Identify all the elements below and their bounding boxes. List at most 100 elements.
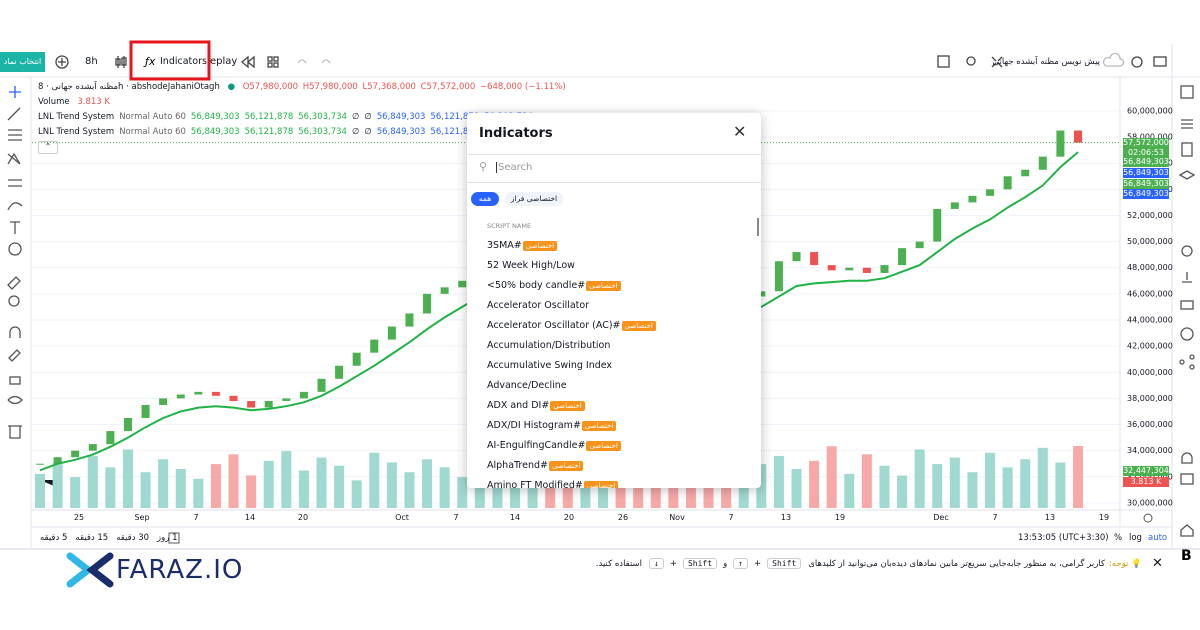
- key: Shift: [767, 558, 802, 569]
- column-header: SCRIPT NAME: [487, 222, 532, 230]
- indicator-item[interactable]: Advance/Decline: [487, 380, 567, 391]
- y-tick-label: 32,000,000: [1127, 472, 1173, 481]
- indicator-item[interactable]: AlphaTrend# اختصاصی: [487, 460, 584, 471]
- interval[interactable]: 8h: [85, 56, 98, 67]
- ohlc: L57,368,000: [362, 82, 416, 92]
- volume-bar: [316, 457, 327, 508]
- timeframe[interactable]: 30 دقیقه: [116, 533, 150, 543]
- volume-bar: [351, 480, 362, 508]
- indicator-name: ADX and DI#: [487, 400, 550, 411]
- price-label: 56,849,303: [1123, 189, 1169, 199]
- study-settings: Normal Auto 60: [119, 127, 186, 137]
- candle: [774, 261, 783, 292]
- indicators-button[interactable]: Indicators: [160, 56, 207, 67]
- auto-toggle[interactable]: auto: [1148, 533, 1168, 543]
- timeframe[interactable]: 15 دقیقه: [75, 533, 109, 543]
- legend-row: مظنه آبشده جهانی · 8h · abshodeJahaniOta…: [38, 81, 571, 93]
- study-value: 56,849,303: [376, 127, 426, 137]
- y-tick-label: 30,000,000: [1127, 498, 1173, 507]
- indicator-item[interactable]: <50% body candle# اختصاصی: [487, 280, 621, 291]
- volume-bar: [386, 462, 397, 508]
- candle: [106, 431, 115, 445]
- candle: [1003, 176, 1012, 190]
- y-tick-label: 52,000,000: [1127, 211, 1173, 220]
- logo-text: FARAZ.IO: [116, 555, 244, 585]
- x-tick-label: 19: [1098, 513, 1110, 522]
- candle: [1038, 156, 1047, 170]
- key: Shift: [682, 558, 718, 569]
- search-icon: ⚲: [479, 160, 488, 173]
- collapse-button[interactable]: ⌃: [38, 141, 58, 154]
- y-tick-label: 38,000,000: [1127, 394, 1173, 403]
- badge: اختصاصی: [581, 421, 617, 431]
- x-tick-label: 7: [992, 513, 998, 522]
- volume-bar: [1002, 467, 1013, 508]
- left-tools[interactable]: [7, 86, 23, 439]
- dot: ●: [227, 82, 235, 92]
- indicator-name: AlphaTrend#: [487, 460, 548, 471]
- study-value: 56,303,734: [298, 127, 347, 137]
- volume-bar: [967, 472, 978, 508]
- volume-bar: [756, 464, 767, 508]
- study-value: ∅: [351, 127, 360, 137]
- tab[interactable]: همه: [471, 192, 499, 206]
- search-box[interactable]: ⚲ Search: [467, 154, 761, 183]
- timeframe[interactable]: 1 روز: [157, 533, 178, 543]
- replay-button[interactable]: eplay: [210, 56, 238, 67]
- volume-bar: [175, 468, 186, 508]
- candle: [986, 189, 995, 196]
- x-tick-label: Nov: [669, 513, 685, 522]
- badge: اختصاصی: [586, 441, 621, 451]
- candle: [862, 267, 871, 273]
- indicator-item[interactable]: Accumulative Swing Index: [487, 360, 612, 371]
- x-tick-label: 13: [780, 513, 792, 522]
- settings-icon[interactable]: [1143, 513, 1153, 523]
- indicator-item[interactable]: 3SMA# اختصاصی: [487, 240, 558, 251]
- close-button[interactable]: ✕: [733, 122, 747, 141]
- price-label: 56,849,303: [1123, 179, 1169, 189]
- candle: [159, 398, 168, 405]
- study-name: LNL Trend System: [38, 127, 115, 137]
- indicator-name: Accumulative Swing Index: [487, 360, 613, 371]
- volume-bar: [985, 452, 996, 508]
- key: ↓: [649, 558, 664, 569]
- indicator-item[interactable]: ADX and DI# اختصاصی: [487, 400, 585, 411]
- toolbar-icons[interactable]: [55, 52, 1167, 69]
- indicator-item[interactable]: AI-EngulfingCandle# اختصاصی: [487, 440, 621, 451]
- indicator-item[interactable]: Accelerator Oscillator: [487, 300, 589, 311]
- indicator-item[interactable]: Accelerator Oscillator (AC)# اختصاصی: [487, 320, 656, 331]
- volume-bar: [334, 465, 345, 508]
- y-tick-label: 50,000,000: [1127, 237, 1173, 246]
- log-toggle[interactable]: log: [1129, 533, 1142, 543]
- toolbar-bg: [0, 44, 1200, 78]
- timeframe[interactable]: 5 دقیقه: [40, 533, 68, 543]
- x-tick-label: 26: [617, 513, 629, 522]
- study-value: ∅: [351, 112, 360, 122]
- indicator-name: Accelerator Oscillator (AC)#: [487, 320, 621, 331]
- timeframes: 5 دقیقه 15 دقیقه 30 دقیقه 1 روز: [40, 533, 177, 543]
- indicator-item[interactable]: Accumulation/Distribution: [487, 340, 610, 351]
- indicator-item[interactable]: Amino FT Modified# اختصاصی: [487, 480, 619, 488]
- right-tools[interactable]: [1178, 85, 1196, 537]
- symbol-button[interactable]: انتخاب نماد: [0, 52, 45, 72]
- badge: اختصاصی: [550, 401, 585, 411]
- volume-bar: [580, 472, 591, 508]
- x-tick-label: 20: [297, 513, 309, 522]
- candle: [915, 241, 924, 249]
- volume-bar: [932, 464, 943, 508]
- tab[interactable]: اختصاصی فراز: [505, 192, 563, 206]
- badge: اختصاصی: [583, 481, 619, 488]
- indicator-item[interactable]: 52 Week High/Low: [487, 260, 575, 271]
- change: −648,000 (−1.11%): [479, 82, 566, 92]
- volume-bar: [791, 468, 802, 508]
- notice-close[interactable]: ✕: [1152, 556, 1163, 571]
- calendar-icon[interactable]: [168, 532, 180, 544]
- volume-bar: [879, 465, 890, 508]
- study-value: 56,849,303: [376, 112, 426, 122]
- y-tick-label: 60,000,000: [1127, 106, 1173, 115]
- indicator-item[interactable]: ADX/DI Histogram# اختصاصی: [487, 420, 617, 431]
- volume-bar: [87, 455, 98, 508]
- candle: [387, 326, 396, 340]
- percent-toggle[interactable]: %: [1114, 533, 1123, 543]
- volume-bar: [228, 454, 239, 508]
